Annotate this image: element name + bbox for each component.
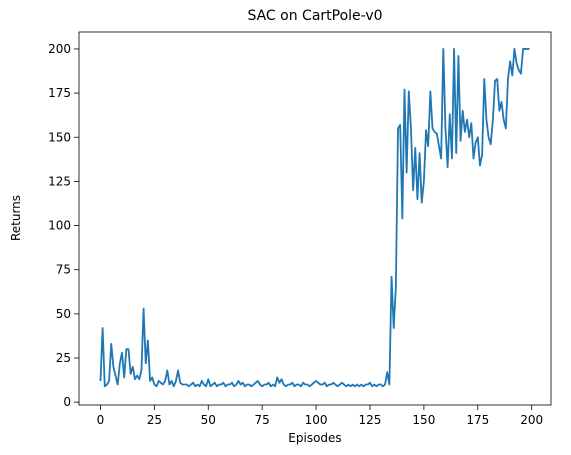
y-tick-label: 150 <box>48 130 71 144</box>
x-tick-label: 150 <box>412 413 435 427</box>
chart-title: SAC on CartPole-v0 <box>247 8 382 24</box>
x-axis-label: Episodes <box>288 431 341 445</box>
x-tick-label: 100 <box>305 413 328 427</box>
y-tick-label: 125 <box>48 174 71 188</box>
x-tick-label: 125 <box>359 413 382 427</box>
y-tick-label: 0 <box>63 395 71 409</box>
line-series <box>99 48 530 388</box>
y-tick-label: 200 <box>48 42 71 56</box>
y-axis-label: Returns <box>9 195 23 241</box>
x-tick-label: 75 <box>255 413 270 427</box>
x-tick-label: 50 <box>201 413 216 427</box>
x-tick-label: 25 <box>147 413 162 427</box>
y-tick-label: 75 <box>56 263 71 277</box>
x-tick-label: 0 <box>97 413 105 427</box>
y-tick-label: 50 <box>56 307 71 321</box>
plot-frame <box>78 31 552 406</box>
y-tick-label: 100 <box>48 219 71 233</box>
x-tick-label: 200 <box>520 413 543 427</box>
y-tick-label: 25 <box>56 351 71 365</box>
y-tick-label: 175 <box>48 86 71 100</box>
x-tick-label: 175 <box>466 413 489 427</box>
